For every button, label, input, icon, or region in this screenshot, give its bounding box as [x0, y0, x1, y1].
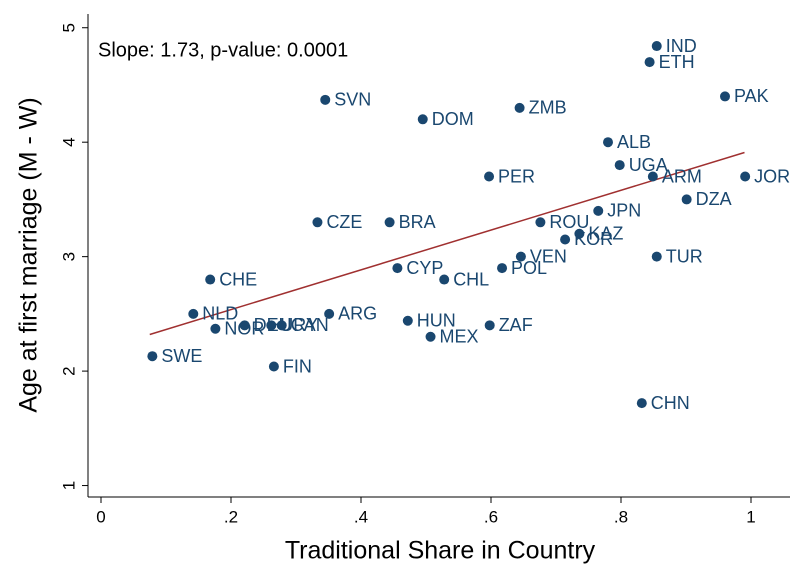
point-label: ZAF [499, 315, 533, 335]
point [205, 274, 216, 285]
point-label: DOM [432, 109, 474, 129]
annotation: Slope: 1.73, p-value: 0.0001 [98, 39, 348, 61]
point [266, 320, 277, 331]
point-label: CHE [219, 269, 257, 289]
point-label: TUR [666, 246, 703, 266]
point [647, 171, 658, 182]
point [188, 308, 199, 319]
point-label: CZE [326, 212, 362, 232]
point [320, 94, 331, 105]
point [603, 137, 613, 148]
point-label: CAN [291, 315, 329, 335]
y-tick-label: 2 [59, 366, 78, 375]
x-tick-label: .2 [224, 507, 238, 526]
point [593, 205, 604, 216]
point-label: URY [280, 315, 318, 335]
point-label: ARG [338, 304, 377, 324]
point-label: KAZ [588, 224, 623, 244]
point-label: VEN [530, 246, 567, 266]
x-tick-label: .8 [614, 507, 628, 526]
point-label: SWE [161, 346, 202, 366]
point-label: CYP [406, 258, 443, 278]
point [268, 361, 279, 372]
point-label: ARM [662, 166, 702, 186]
fit-line [149, 151, 745, 336]
point-label: CHN [651, 393, 690, 413]
y-tick-label: 3 [59, 252, 78, 261]
point-label: DZA [696, 189, 732, 209]
point [560, 234, 571, 245]
point [417, 114, 428, 125]
point [720, 91, 730, 102]
point-label: FIN [283, 356, 312, 376]
point-label: PER [498, 166, 535, 186]
point [402, 315, 413, 326]
point-label: ETH [659, 52, 695, 72]
point [384, 217, 395, 228]
point-label: PAK [734, 86, 769, 106]
point [312, 217, 323, 228]
point-label: CHL [453, 269, 489, 289]
point [439, 274, 450, 285]
point [497, 263, 508, 274]
point-label: BRA [399, 212, 436, 232]
point [681, 194, 692, 205]
point-label: UGA [629, 155, 668, 175]
x-tick-label: .4 [354, 507, 368, 526]
point-label: JOR [754, 166, 790, 186]
point [636, 398, 647, 409]
point [239, 320, 250, 331]
point-label: ZMB [529, 98, 567, 118]
y-tick-label: 5 [59, 23, 78, 32]
point [147, 351, 158, 362]
x-axis-label: Traditional Share in Country [285, 537, 596, 565]
point [514, 102, 525, 113]
point-label: POL [511, 258, 547, 278]
point-label: ROU [549, 212, 589, 232]
x-tick-label: 0 [96, 507, 105, 526]
point [644, 57, 655, 68]
point [651, 41, 662, 52]
point [574, 228, 585, 239]
point [276, 320, 287, 331]
y-tick-label: 1 [59, 481, 78, 490]
point [484, 320, 495, 331]
point-label: SVN [334, 90, 371, 110]
y-axis-label: Age at first marriage (M - W) [15, 97, 43, 412]
point-label: JPN [607, 201, 641, 221]
point-label: NOR [224, 319, 264, 339]
x-tick-label: 1 [746, 507, 755, 526]
y-tick-label: 4 [59, 137, 78, 146]
point-label: KOR [574, 229, 613, 249]
point [425, 331, 436, 342]
point [515, 251, 526, 262]
point [210, 323, 221, 334]
point [484, 171, 495, 182]
point-label: HUN [417, 310, 456, 330]
point [740, 171, 751, 182]
point-label: IND [666, 36, 697, 56]
point [651, 251, 662, 262]
point-label: ALB [617, 132, 651, 152]
point [392, 263, 403, 274]
point-label: MEX [440, 327, 479, 347]
point [324, 308, 335, 319]
point [535, 217, 546, 228]
point-label: NLD [202, 304, 238, 324]
x-tick-label: .6 [484, 507, 498, 526]
point [614, 160, 625, 171]
